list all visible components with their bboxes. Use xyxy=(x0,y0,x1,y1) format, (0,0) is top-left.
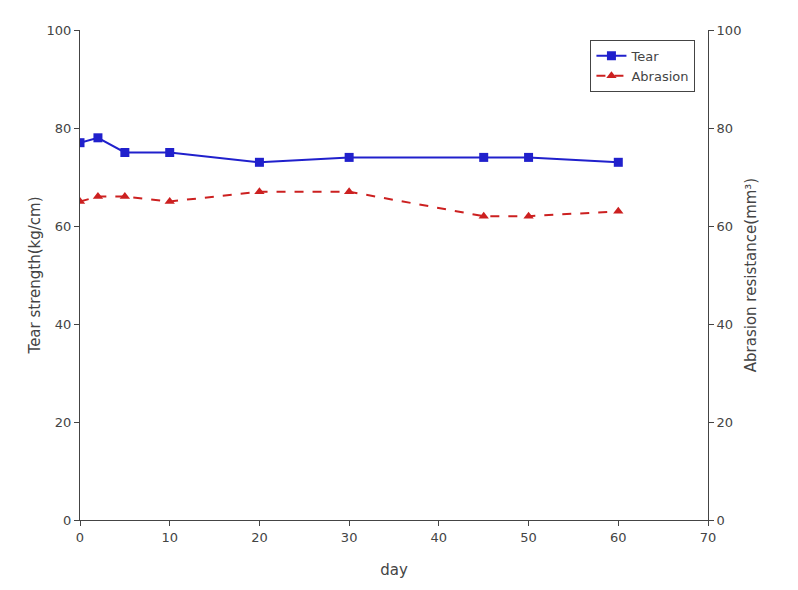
svg-text:60: 60 xyxy=(55,219,72,234)
svg-text:80: 80 xyxy=(717,121,734,136)
svg-text:100: 100 xyxy=(47,23,72,38)
svg-text:60: 60 xyxy=(610,530,627,545)
svg-text:0: 0 xyxy=(717,513,725,528)
svg-text:0: 0 xyxy=(63,513,71,528)
svg-text:70: 70 xyxy=(700,530,717,545)
svg-text:50: 50 xyxy=(520,530,537,545)
svg-text:30: 30 xyxy=(341,530,358,545)
svg-text:Tear strength(kg/cm): Tear strength(kg/cm) xyxy=(26,197,44,355)
svg-text:Abrasion: Abrasion xyxy=(631,69,688,84)
svg-text:Tear: Tear xyxy=(630,49,659,64)
svg-text:60: 60 xyxy=(717,219,734,234)
svg-text:40: 40 xyxy=(431,530,448,545)
svg-text:20: 20 xyxy=(717,415,734,430)
svg-text:40: 40 xyxy=(717,317,734,332)
svg-text:80: 80 xyxy=(55,121,72,136)
svg-text:0: 0 xyxy=(76,530,84,545)
svg-text:100: 100 xyxy=(717,23,742,38)
svg-text:20: 20 xyxy=(55,415,72,430)
svg-text:day: day xyxy=(380,561,408,579)
svg-text:40: 40 xyxy=(55,317,72,332)
svg-text:Abrasion resistance(mm³): Abrasion resistance(mm³) xyxy=(742,178,760,372)
svg-text:10: 10 xyxy=(161,530,178,545)
svg-text:20: 20 xyxy=(251,530,268,545)
